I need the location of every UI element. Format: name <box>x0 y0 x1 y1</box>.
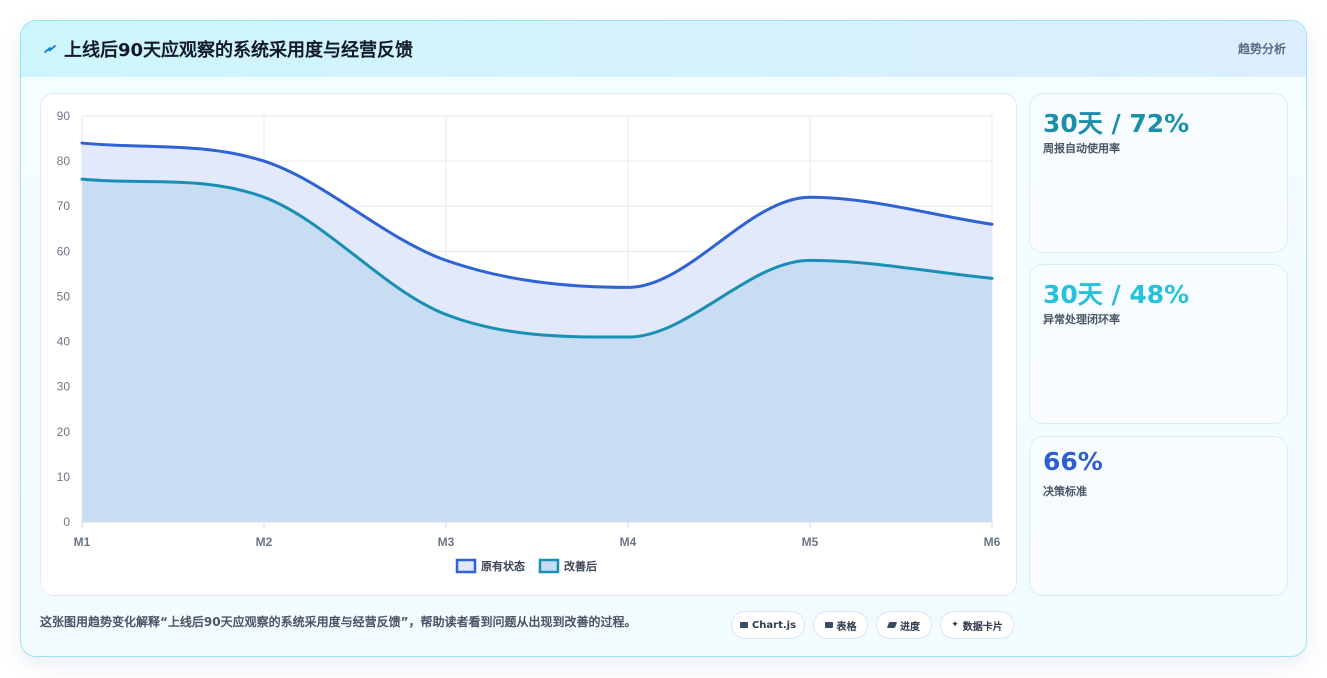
chip-label: 表格 <box>836 621 857 633</box>
stat-value: 30天 / 72% <box>1043 109 1190 138</box>
y-tick-label: 50 <box>57 289 71 303</box>
card-header: 上线后90天应观察的系统采用度与经营反馈 趋势分析 <box>21 21 1306 77</box>
chip-data-cards[interactable]: ✦ 数据卡片 <box>940 611 1014 639</box>
y-tick-label: 10 <box>57 470 71 484</box>
x-tick-label: M4 <box>620 535 637 549</box>
area-chart: 0 10 20 30 40 50 60 70 80 90 M1 M2 M3 M4 M5 M6 原有状态 改善后 <box>57 109 1001 574</box>
y-tick-label: 80 <box>57 154 71 168</box>
chip-label: Chart.js <box>751 619 797 631</box>
y-tick-label: 90 <box>57 109 71 123</box>
y-tick-label: 30 <box>57 380 71 394</box>
chip-chartjs[interactable]: Chart.js <box>731 611 805 639</box>
legend-label: 原有状态 <box>481 559 525 573</box>
sparkle-icon: ✦ <box>951 620 959 630</box>
stat-card-weekly-usage: 30天 / 72% 周报自动使用率 <box>1029 93 1288 253</box>
x-tick-label: M2 <box>256 535 273 549</box>
x-tick-label: M1 <box>74 535 91 549</box>
y-tick-label: 20 <box>57 425 71 439</box>
chart-panel: 0 10 20 30 40 50 60 70 80 90 M1 M2 M3 M4 M5 M6 原有状态 改善后 <box>40 93 1017 596</box>
chip-label: 进度 <box>900 621 920 633</box>
x-tick-label: M5 <box>802 535 819 549</box>
stat-value: 66% <box>1043 447 1103 476</box>
legend-swatch <box>538 558 560 574</box>
y-tick-label: 0 <box>63 515 70 529</box>
stat-value: 30天 / 48% <box>1043 280 1190 309</box>
stat-label: 异常处理闭环率 <box>1043 313 1120 326</box>
chip-table[interactable]: 表格 <box>813 611 868 639</box>
progress-icon <box>886 622 898 628</box>
table-icon <box>824 622 833 628</box>
y-tick-label: 60 <box>57 244 71 258</box>
y-tick-label: 70 <box>57 199 71 213</box>
x-tick-label: M3 <box>438 535 455 549</box>
stat-label: 决策标准 <box>1043 485 1087 498</box>
stat-label: 周报自动使用率 <box>1043 142 1120 155</box>
legend-swatch <box>455 558 477 574</box>
stat-card-exception-closure: 30天 / 48% 异常处理闭环率 <box>1029 264 1288 424</box>
y-tick-label: 40 <box>57 335 71 349</box>
series-area-2 <box>82 179 992 522</box>
chart-icon <box>739 622 748 628</box>
x-tick-label: M6 <box>984 535 1001 549</box>
chip-label: 数据卡片 <box>962 621 1003 633</box>
chip-progress[interactable]: 进度 <box>876 611 932 639</box>
legend-label: 改善后 <box>564 559 597 573</box>
series-line-1 <box>80 141 994 289</box>
trend-analysis-link[interactable]: 趋势分析 <box>1237 42 1286 56</box>
dashboard-card: 上线后90天应观察的系统采用度与经营反馈 趋势分析 0 10 20 30 40 50 60 7… <box>20 20 1307 657</box>
lightning-icon <box>44 45 56 53</box>
page-title: 上线后90天应观察的系统采用度与经营反馈 <box>64 40 414 61</box>
chart-caption: 这张图用趋势变化解释“上线后90天应观察的系统采用度与经营反馈”，帮助读者看到问… <box>40 615 637 629</box>
stat-card-decision-standard: 66% 决策标准 <box>1029 436 1288 596</box>
series-line-2 <box>80 177 994 339</box>
